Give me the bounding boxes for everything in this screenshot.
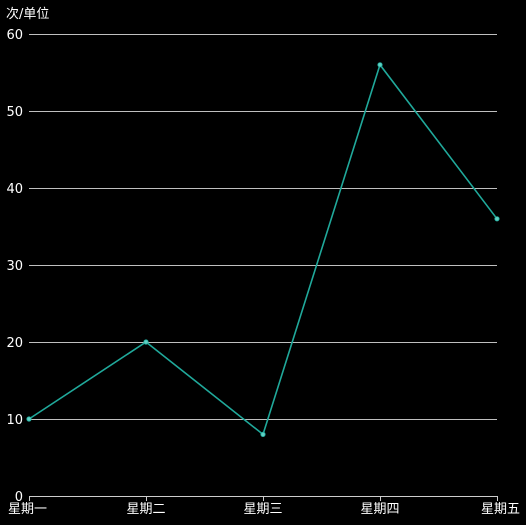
y-axis-unit-label: 次/单位 [6, 6, 49, 22]
data-point [494, 216, 500, 222]
y-tick-label: 60 [6, 28, 23, 43]
y-tick-label: 40 [6, 182, 23, 197]
x-tick-label: 星期五 [481, 502, 520, 517]
data-point [377, 62, 383, 68]
x-tick-label: 星期三 [243, 502, 282, 517]
y-tick-label: 30 [6, 259, 23, 274]
y-tick-label: 20 [6, 336, 23, 351]
grid-lines [29, 34, 497, 420]
y-tick-label: 0 [15, 490, 23, 505]
data-point [260, 431, 266, 437]
series-group [26, 62, 500, 437]
y-tick-label: 10 [6, 413, 23, 428]
y-axis: 0 10 20 30 40 50 60 [6, 28, 23, 505]
series-line [28, 64, 498, 436]
x-tick-label: 星期一 [8, 502, 47, 517]
y-tick-label: 50 [6, 105, 23, 120]
x-axis-ticks: 星期一 星期二 星期三 星期四 星期五 [8, 496, 520, 517]
x-tick-label: 星期二 [126, 502, 165, 517]
data-point [143, 339, 149, 345]
data-point [26, 416, 32, 422]
x-tick-label: 星期四 [360, 502, 399, 517]
